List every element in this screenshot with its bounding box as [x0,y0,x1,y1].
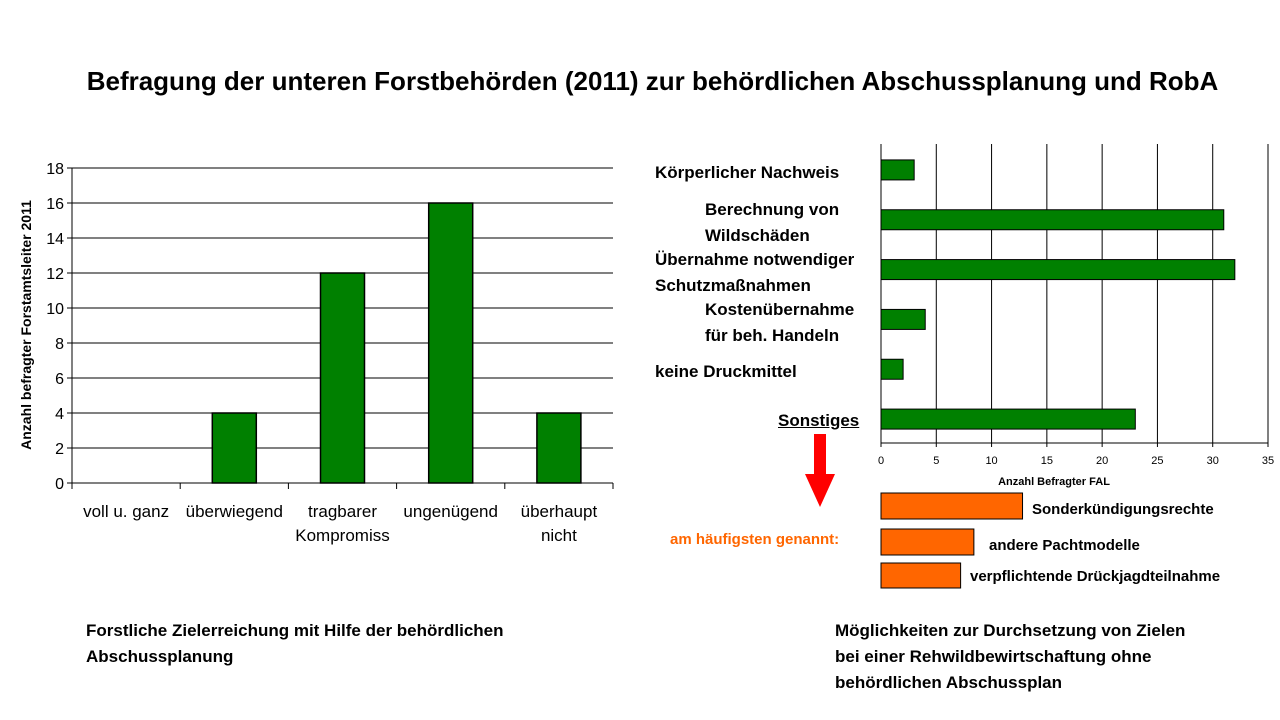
left-x-category-label: überwiegend [186,502,283,521]
page-title: Befragung der unteren Forstbehörden (201… [86,66,1219,96]
orange-bar-label-1: Sonderkündigungsrechte [1032,501,1214,518]
right-category-label-3: Übernahme notwendiger Schutzmaßnahmen [655,250,855,295]
right-category-label-6: Sonstiges [778,411,860,430]
right-bar [880,159,915,181]
left-y-tick-label: 6 [55,371,64,388]
left-y-tick-label: 18 [46,161,64,178]
right-chart-caption: Möglichkeiten zur Durchsetzung von Ziele… [835,618,1185,696]
right-bar-chart: 0 5 10 15 20 25 30 35 Anzahl Befragter FAL [805,144,1274,589]
right-caption-line-1: Möglichkeiten zur Durchsetzung von Ziele… [835,621,1186,640]
right-caption-line-2: bei einer Rehwildbewirtschaftung ohne [835,647,1152,666]
orange-bar-label-3: verpflichtende Drückjagdteilnahme [970,568,1221,585]
right-category-label-5: keine Druckmittel [655,362,797,381]
left-bar [211,412,258,484]
left-x-category-label: voll u. ganz [83,502,169,521]
left-caption-line-1: Forstliche Zielerreichung mit Hilfe der … [86,621,504,640]
left-chart-caption: Forstliche Zielerreichung mit Hilfe der … [86,618,504,670]
right-x-tick-label: 15 [1041,455,1053,467]
left-x-category-label: überhaupt [521,502,598,521]
left-y-tick-label: 14 [46,231,64,248]
left-x-category-label: ungenügend [403,502,498,521]
orange-bar [880,562,962,589]
left-x-category-label: tragbarer [308,502,377,521]
right-bar [880,408,1136,430]
right-bar [880,358,904,380]
right-bar [880,259,1236,281]
right-bar [880,308,926,330]
left-bar [536,412,582,484]
left-bar-chart: 0 2 4 6 8 10 12 14 16 18 voll u. ganz überwiegend t… [18,161,614,545]
orange-bar-label-2: andere Pachtmodelle [989,537,1140,554]
left-y-tick-label: 0 [55,476,64,493]
orange-bar [880,528,975,556]
left-x-category-label: nicht [541,526,577,545]
left-y-tick-label: 8 [55,336,64,353]
left-y-tick-label: 12 [46,266,64,283]
right-x-tick-label: 0 [878,455,884,467]
right-x-tick-label: 5 [933,455,939,467]
right-x-tick-label: 10 [985,455,997,467]
left-y-tick-label: 16 [46,196,64,213]
down-arrow-icon [805,434,835,507]
left-chart-y-axis-label: Anzahl befragter Forstamtsleiter 2011 [18,200,34,450]
most-named-label: am häufigsten genannt: [670,531,840,548]
right-x-tick-label: 35 [1262,455,1274,467]
right-x-tick-label: 20 [1096,455,1108,467]
right-x-tick-label: 25 [1151,455,1163,467]
left-bar [319,272,366,484]
right-category-label-4: Kostenübernahme für beh. Handeln [705,300,855,345]
right-x-tick-label: 30 [1207,455,1219,467]
right-category-label-1: Körperlicher Nachweis [655,163,840,182]
right-category-label-2: Berechnung von Wildschäden [705,200,840,245]
left-y-tick-label: 2 [55,441,64,458]
orange-bar [880,492,1024,520]
left-y-tick-label: 10 [46,301,64,318]
left-caption-line-2: Abschussplanung [86,647,234,666]
right-bar [880,209,1225,231]
right-caption-line-3: behördlichen Abschussplan [835,673,1063,692]
left-x-category-label: Kompromiss [295,526,389,545]
left-y-tick-label: 4 [55,406,64,423]
right-chart-x-axis-label: Anzahl Befragter FAL [998,476,1110,488]
